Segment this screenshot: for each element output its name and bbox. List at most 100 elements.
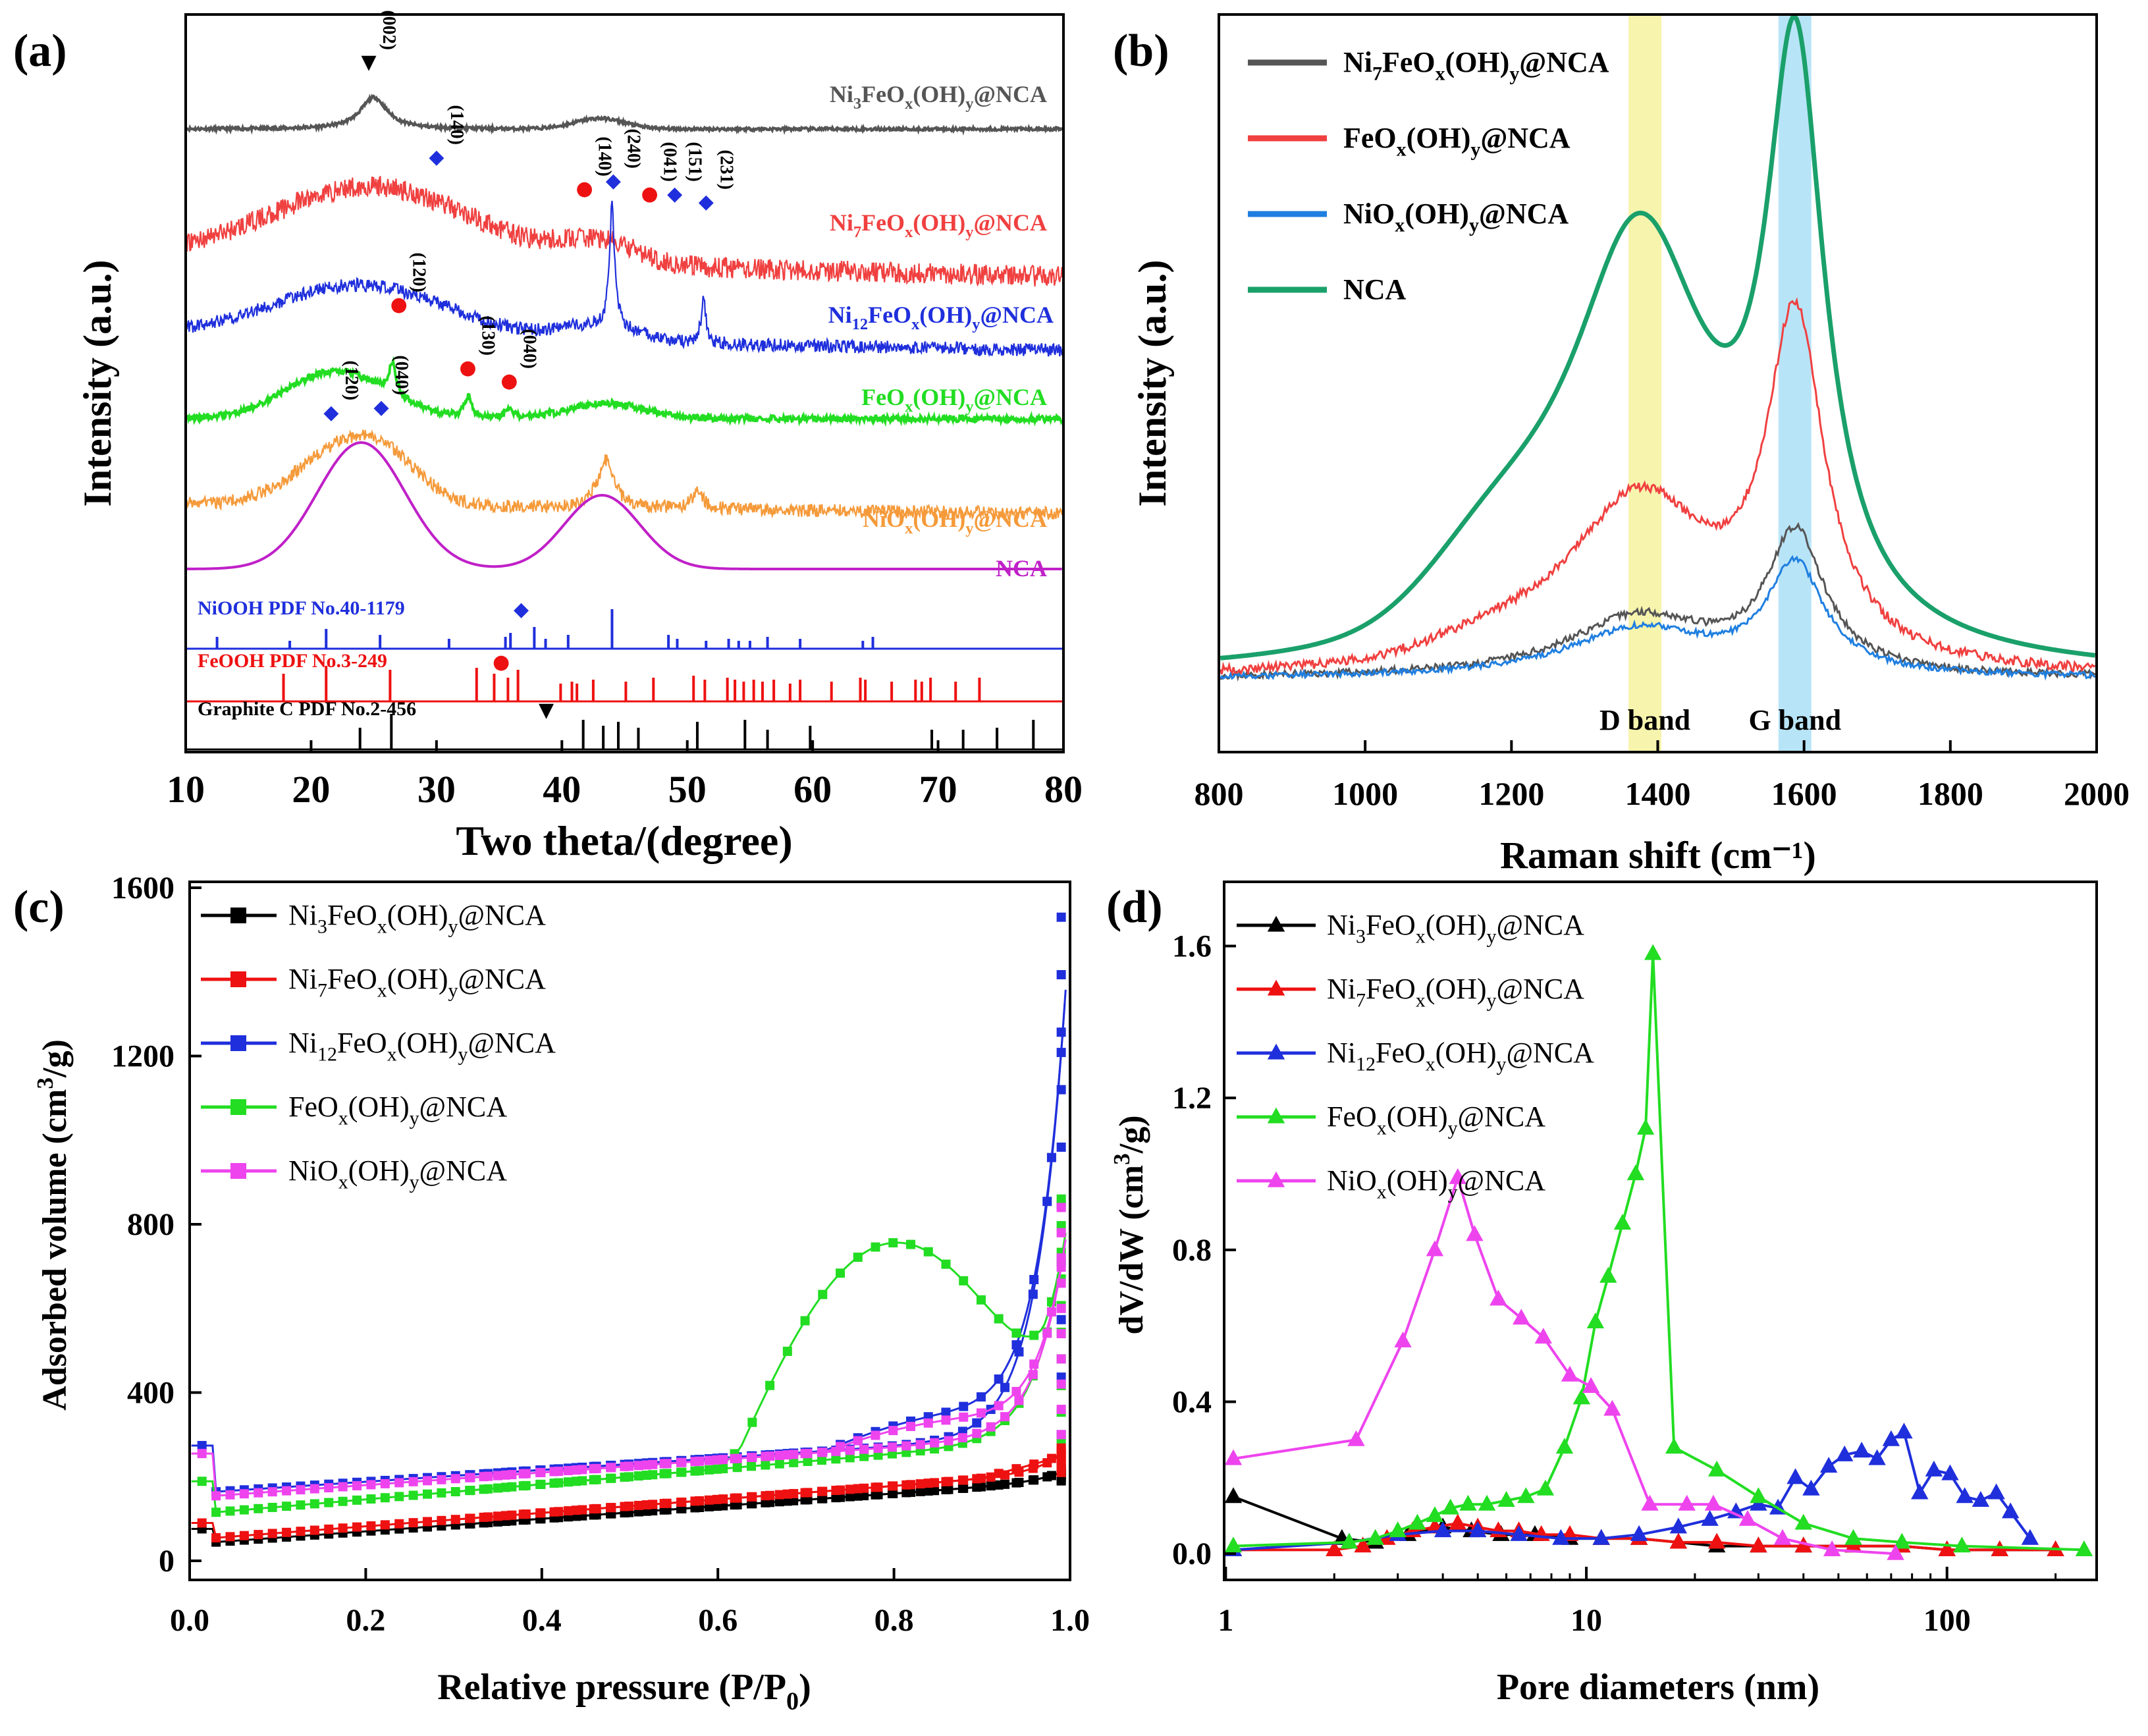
x-tick-label: 1800 xyxy=(1918,775,1983,812)
x-axis-title: Pore diameters (nm) xyxy=(1497,1667,1819,1708)
isotherm-marker xyxy=(589,1464,599,1474)
isotherm-marker xyxy=(466,1473,475,1482)
pore-marker xyxy=(1267,915,1285,932)
isotherm-marker xyxy=(466,1513,475,1523)
isotherm-marker xyxy=(309,1499,319,1509)
isotherm-marker xyxy=(1056,1253,1066,1263)
x-tick-label: 80 xyxy=(1044,768,1083,811)
y-tick-label: 0.8 xyxy=(1172,1233,1212,1268)
peak-marker: ◆ xyxy=(667,182,682,205)
isotherm-marker xyxy=(712,1455,722,1465)
isotherm-marker xyxy=(197,1477,207,1486)
pore-marker xyxy=(1707,1460,1726,1477)
pore-marker xyxy=(1389,1521,1407,1538)
isotherm-marker xyxy=(1011,1340,1021,1350)
isotherm-marker xyxy=(782,1450,792,1460)
isotherm-marker xyxy=(871,1482,880,1492)
isotherm-marker xyxy=(873,1450,883,1460)
x-tick-label: 1000 xyxy=(1332,775,1398,812)
isotherm-marker xyxy=(704,1455,714,1465)
pore-marker xyxy=(1224,1487,1243,1504)
xrd-series-label: FeOx(OH)y@NCA xyxy=(861,384,1047,416)
pore-marker xyxy=(1434,1521,1452,1538)
legend-label: Ni7FeOx(OH)y@NCA xyxy=(1327,973,1584,1011)
x-tick-label: 0.8 xyxy=(874,1603,914,1638)
pore-marker xyxy=(1517,1487,1535,1504)
isotherm-marker xyxy=(324,1498,334,1507)
isotherm-adsorption-line xyxy=(191,1239,1066,1513)
isotherm-marker xyxy=(659,1459,669,1469)
isotherm-marker xyxy=(1056,1221,1066,1231)
isotherm-marker xyxy=(1056,1142,1066,1152)
xrd-series-label: NCA xyxy=(996,555,1047,582)
peak-index-label: (140) xyxy=(446,105,467,145)
isotherm-marker xyxy=(624,1502,634,1511)
isotherm-marker xyxy=(677,1457,687,1467)
pore-marker xyxy=(1599,1266,1617,1283)
pore-marker xyxy=(1267,1043,1285,1060)
isotherm-marker xyxy=(782,1489,792,1499)
isotherm-marker xyxy=(747,1417,757,1427)
isotherm-marker xyxy=(853,1484,863,1494)
isotherm-marker xyxy=(324,1524,334,1534)
x-tick-label: 10 xyxy=(167,768,205,811)
isotherm-marker xyxy=(994,1480,1004,1490)
pore-marker xyxy=(2001,1502,2020,1519)
pore-marker xyxy=(1972,1491,1990,1507)
reference-label: NiOOH PDF No.40-1179 xyxy=(198,597,405,619)
band-highlight xyxy=(1778,14,1812,752)
isotherm-marker xyxy=(500,1511,510,1521)
isotherm-marker xyxy=(871,1242,880,1252)
peak-index-label: (151) xyxy=(685,142,705,182)
legend-marker xyxy=(230,1099,246,1115)
isotherm-marker xyxy=(1056,1027,1066,1037)
isotherm-marker xyxy=(803,1457,813,1467)
pore-marker xyxy=(1911,1483,1929,1500)
isotherm-marker xyxy=(888,1238,898,1248)
pore-marker xyxy=(1466,1225,1484,1241)
xrd-series-line xyxy=(186,356,1063,427)
isotherm-marker xyxy=(923,1478,933,1488)
pore-marker xyxy=(1665,1438,1683,1454)
x-tick-label: 800 xyxy=(1195,775,1244,812)
pore-plot-frame xyxy=(1223,881,2098,1581)
isotherm-marker xyxy=(659,1498,669,1508)
isotherm-marker xyxy=(606,1503,616,1513)
isotherm-marker xyxy=(747,1492,757,1502)
pore-marker xyxy=(1835,1445,1854,1461)
isotherm-marker xyxy=(730,1453,739,1463)
isotherm-marker xyxy=(633,1500,643,1510)
isotherm-marker xyxy=(641,1471,651,1480)
isotherm-marker xyxy=(959,1475,969,1485)
pore-series-line xyxy=(1233,1173,1896,1556)
isotherm-marker xyxy=(282,1502,292,1511)
isotherm-marker xyxy=(1029,1459,1039,1469)
isotherm-marker xyxy=(906,1239,916,1249)
isotherm-marker xyxy=(352,1480,362,1490)
y-tick-label: 1200 xyxy=(111,1039,175,1074)
isotherm-marker xyxy=(422,1476,432,1486)
isotherm-marker xyxy=(422,1517,432,1527)
xrd-series-line xyxy=(186,94,1063,136)
x-tick-label: 0.6 xyxy=(698,1603,738,1638)
legend-label: FeOx(OH)y@NCA xyxy=(288,1091,507,1129)
isotherm-marker xyxy=(923,1418,933,1428)
x-tick-label: 20 xyxy=(292,768,330,811)
isotherm-marker xyxy=(923,1247,933,1257)
isotherm-marker xyxy=(493,1511,502,1521)
pore-marker xyxy=(1340,1533,1358,1549)
isotherm-marker xyxy=(853,1252,863,1262)
pore-marker xyxy=(1630,1525,1648,1541)
pore-marker xyxy=(1426,1506,1444,1523)
pore-marker xyxy=(1956,1487,1973,1504)
reference-symbol: ◆ xyxy=(514,598,529,621)
pore-marker xyxy=(1707,1533,1726,1549)
isotherm-marker xyxy=(836,1268,846,1278)
pore-marker xyxy=(1561,1365,1579,1382)
isotherm-marker xyxy=(1056,1329,1066,1339)
isotherm-marker xyxy=(1046,1153,1056,1162)
isotherm-marker xyxy=(782,1496,792,1506)
isotherm-marker xyxy=(1029,1475,1039,1485)
y-tick-label: 0.0 xyxy=(1172,1536,1212,1571)
pore-marker xyxy=(1510,1525,1528,1541)
